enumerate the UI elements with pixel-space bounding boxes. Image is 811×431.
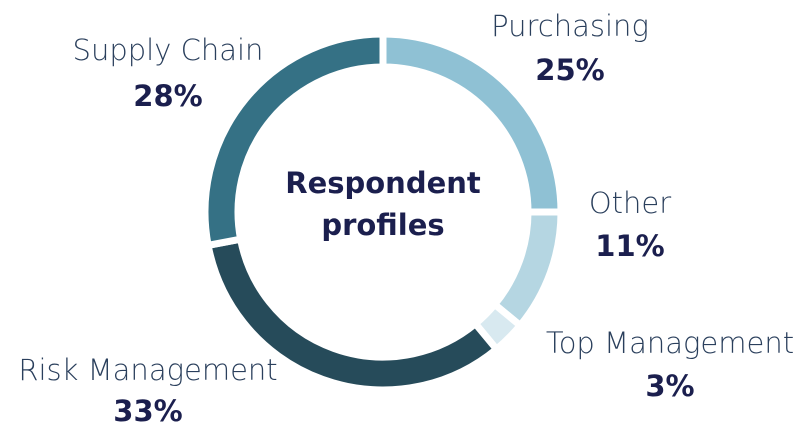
donut-segment [201, 30, 387, 250]
segment-name: Supply Chain [73, 33, 264, 67]
segment-name: Risk Management [18, 353, 277, 387]
segment-value: 33% [113, 394, 182, 428]
segment-value: 25% [535, 53, 604, 87]
segment-name: Other [589, 186, 671, 220]
chart-title: Respondent profiles [285, 166, 481, 242]
segment-value: 28% [133, 79, 202, 113]
segment-name: Top Management [546, 326, 794, 360]
segment-value: 11% [595, 229, 664, 263]
segment-value: 3% [645, 369, 694, 403]
segment-name: Purchasing [491, 9, 649, 43]
